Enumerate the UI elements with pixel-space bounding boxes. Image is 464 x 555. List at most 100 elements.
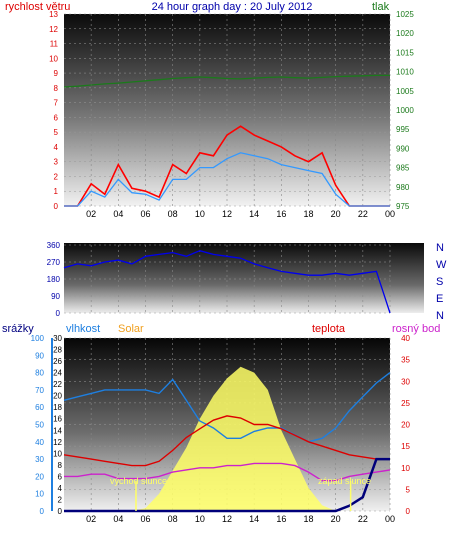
pressure-y-tick-label: 1015 (396, 48, 414, 57)
pressure-y-tick-label: 1025 (396, 10, 414, 19)
pressure-axis-label: tlak (372, 1, 390, 13)
pressure-line (63, 74, 390, 88)
solar-y-tick-label: 24 (53, 369, 62, 378)
wind-y-tick-label: 5 (54, 128, 59, 137)
solar-y-tick-label: 30 (53, 334, 62, 343)
wind-speed-line (64, 125, 390, 207)
wind-x-tick-label: 16 (276, 209, 286, 219)
solar-axis-label: Solar (118, 323, 144, 335)
wind-y-tick-label: 0 (54, 202, 59, 211)
wind-y-tick-label: 7 (54, 99, 59, 108)
solar-y-tick-label: 0 (58, 507, 63, 516)
temp-x-tick-label: 06 (140, 514, 150, 524)
temp-y-tick-label: 30 (401, 377, 410, 386)
humidity-line (63, 372, 391, 443)
compass-label: N (436, 310, 444, 322)
wind-y-tick-label: 4 (54, 143, 59, 152)
temp-y-tick-label: 40 (401, 334, 410, 343)
wind-y-tick-label: 2 (54, 172, 59, 181)
temp-y-tick-label: 35 (401, 356, 410, 365)
humidity-y-tick-label: 40 (35, 438, 44, 447)
direction-panel-bg (64, 243, 424, 313)
wind-y-tick-label: 11 (50, 40, 59, 49)
wind-y-tick-label: 13 (49, 10, 58, 19)
direction-y-tick-label: 270 (47, 258, 61, 267)
solar-y-tick-label: 22 (53, 380, 62, 389)
temp-y-tick-label: 10 (401, 464, 410, 473)
humidity-y-tick-label: 90 (35, 351, 44, 360)
humidity-y-tick-label: 50 (35, 421, 44, 430)
solar-y-tick-label: 16 (53, 415, 62, 424)
wind-x-tick-label: 10 (195, 209, 205, 219)
wind-direction-line (63, 250, 391, 314)
compass-label: E (436, 293, 443, 305)
solar-y-tick-label: 2 (58, 495, 63, 504)
direction-y-tick-label: 180 (47, 275, 61, 284)
graph-title: 24 hour graph day : 20 July 2012 (152, 1, 313, 13)
dewpoint-line (64, 462, 391, 482)
temp-y-tick-label: 5 (406, 485, 411, 494)
compass-label: W (436, 259, 447, 271)
wind-x-tick-label: 06 (140, 209, 150, 219)
sunset-label: západ slunce (318, 476, 371, 486)
rain-axis-label: srážky (2, 323, 34, 335)
wind-x-tick-label: 00 (385, 209, 395, 219)
compass-label: S (436, 276, 443, 288)
temp-humidity-chart: 0102030405060708090100024681012141618202… (31, 334, 411, 524)
solar-y-tick-label: 12 (53, 438, 62, 447)
solar-y-tick-label: 6 (58, 472, 63, 481)
temp-y-tick-label: 15 (401, 442, 410, 451)
pressure-y-tick-label: 975 (396, 202, 410, 211)
temp-y-tick-label: 20 (401, 421, 410, 430)
direction-y-tick-label: 360 (47, 241, 61, 250)
humidity-y-tick-label: 70 (35, 386, 44, 395)
wind-y-tick-label: 12 (49, 25, 58, 34)
wind-axis-label: rychlost větru (5, 1, 70, 13)
dewpoint-axis-label: rosný bod (392, 323, 440, 335)
compass-label: N (436, 242, 444, 254)
humidity-axis-label: vlhkost (66, 323, 100, 335)
pressure-y-tick-label: 1000 (396, 106, 414, 115)
solar-y-tick-label: 10 (53, 449, 62, 458)
temp-x-tick-label: 14 (249, 514, 259, 524)
wind-x-tick-label: 22 (358, 209, 368, 219)
wind-x-tick-label: 08 (168, 209, 178, 219)
wind-y-tick-label: 8 (54, 84, 59, 93)
temperature-line (63, 415, 390, 467)
wind-x-tick-label: 18 (303, 209, 313, 219)
wind-y-tick-label: 1 (54, 187, 59, 196)
pressure-y-tick-label: 1010 (396, 68, 414, 77)
temp-x-tick-label: 08 (168, 514, 178, 524)
temp-x-tick-label: 20 (331, 514, 341, 524)
wind-y-tick-label: 9 (54, 69, 59, 78)
temp-x-tick-label: 18 (303, 514, 313, 524)
direction-y-tick-label: 90 (51, 292, 60, 301)
wind-y-tick-label: 3 (54, 158, 59, 167)
humidity-y-tick-label: 60 (35, 403, 44, 412)
sunrise-label: východ slunce (110, 476, 167, 486)
solar-y-tick-label: 4 (58, 484, 63, 493)
wind-pressure-chart: 0123456789101112139759809859909951000100… (49, 10, 414, 219)
temp-y-tick-label: 25 (401, 399, 410, 408)
temp-x-tick-label: 16 (276, 514, 286, 524)
wind-y-tick-label: 6 (54, 113, 59, 122)
temp-x-tick-label: 00 (385, 514, 395, 524)
wind-x-tick-label: 20 (331, 209, 341, 219)
solar-y-tick-label: 20 (53, 392, 62, 401)
humidity-y-tick-label: 80 (35, 369, 44, 378)
pressure-y-tick-label: 985 (396, 164, 410, 173)
wind-x-tick-label: 14 (249, 209, 259, 219)
humidity-y-tick-label: 20 (35, 472, 44, 481)
humidity-y-tick-label: 0 (40, 507, 45, 516)
wind-average-line (64, 152, 390, 207)
solar-y-tick-label: 18 (53, 403, 62, 412)
wind-y-tick-label: 10 (49, 54, 58, 63)
humidity-y-tick-label: 30 (35, 455, 44, 464)
temp-y-tick-label: 0 (406, 507, 411, 516)
wind-x-tick-label: 04 (113, 209, 123, 219)
pressure-y-tick-label: 1005 (396, 87, 414, 96)
direction-y-tick-label: 0 (56, 309, 61, 318)
solar-y-tick-label: 14 (53, 426, 62, 435)
